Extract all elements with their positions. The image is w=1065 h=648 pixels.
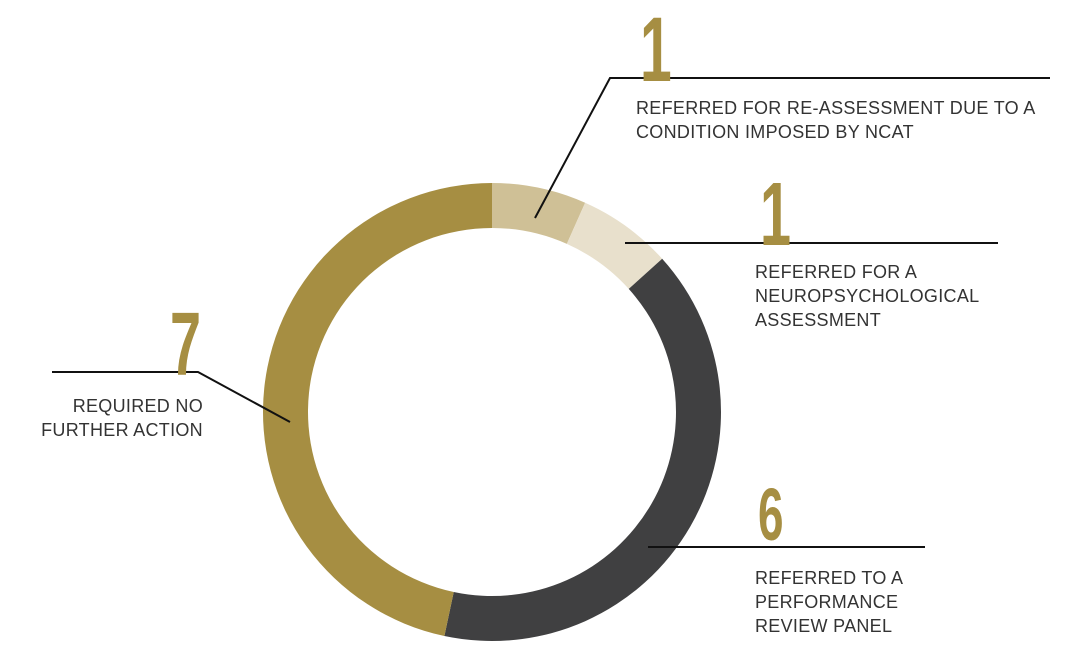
category-label: REQUIRED NO FURTHER ACTION [41,396,203,440]
value-label: 1 [640,0,672,101]
category-label: REFERRED FOR RE-ASSESSMENT DUE TO A COND… [636,98,1035,142]
value-label: 7 [170,295,202,395]
value-label: 6 [758,473,784,556]
value-label: 1 [760,165,792,265]
category-label: REFERRED TO A PERFORMANCE REVIEW PANEL [755,568,903,636]
category-label: REFERRED FOR A NEUROPSYCHOLOGICAL ASSESS… [755,262,979,330]
donut-segment [263,183,492,636]
donut-segment [566,202,663,289]
donut-segment [444,258,722,641]
donut-segment [492,183,586,244]
leader-line [534,77,1050,219]
leader-line [52,371,291,423]
